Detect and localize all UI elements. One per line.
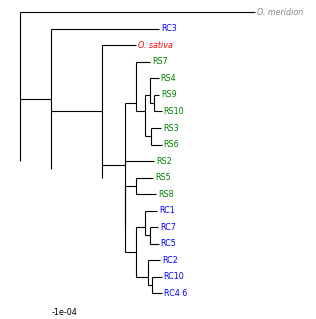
Text: RC7: RC7 <box>160 223 176 232</box>
Text: RC10: RC10 <box>164 272 185 281</box>
Text: O. meridion: O. meridion <box>257 8 304 17</box>
Text: RC1: RC1 <box>159 206 175 215</box>
Text: RS5: RS5 <box>155 173 171 182</box>
Text: RS8: RS8 <box>159 190 174 199</box>
Text: RS6: RS6 <box>164 140 179 149</box>
Text: RS4: RS4 <box>161 74 176 83</box>
Text: RC2: RC2 <box>162 256 178 265</box>
Text: RS3: RS3 <box>163 123 179 132</box>
Text: O. sativa: O. sativa <box>138 41 173 50</box>
Text: -1e-04: -1e-04 <box>51 308 77 317</box>
Text: RC5: RC5 <box>161 239 176 248</box>
Text: RC4 6: RC4 6 <box>164 289 187 298</box>
Text: RS2: RS2 <box>156 157 172 166</box>
Text: RC3: RC3 <box>161 24 177 33</box>
Text: RS9: RS9 <box>161 91 177 100</box>
Text: RS10: RS10 <box>164 107 184 116</box>
Text: RS7: RS7 <box>152 57 168 66</box>
